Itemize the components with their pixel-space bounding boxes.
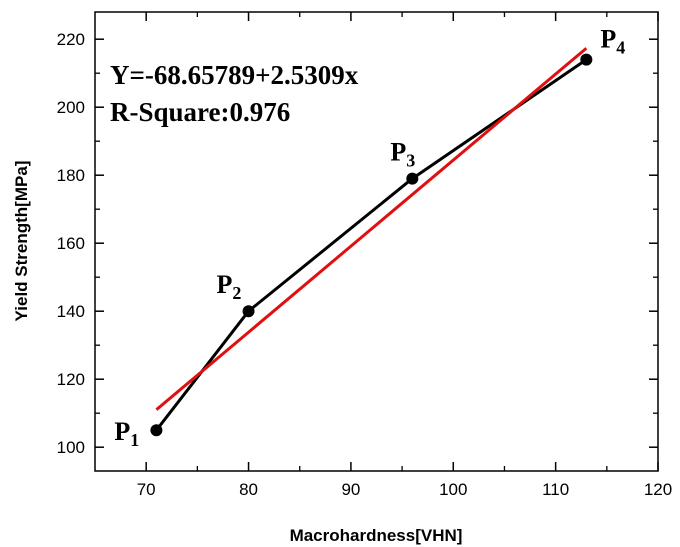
fit-line xyxy=(155,47,588,411)
x-axis-title: Macrohardness[VHN] xyxy=(290,526,463,545)
x-tick-label: 120 xyxy=(644,480,672,499)
y-tick-label: 160 xyxy=(57,234,85,253)
series-layer xyxy=(150,47,593,437)
point-label: P3 xyxy=(390,138,415,171)
y-tick-label: 200 xyxy=(57,98,85,117)
point-label: P2 xyxy=(217,270,242,303)
x-tick-label: 110 xyxy=(542,480,569,499)
data-point xyxy=(150,424,163,437)
y-tick-label: 140 xyxy=(57,302,85,321)
y-tick-label: 100 xyxy=(57,438,85,457)
point-label: P1 xyxy=(114,417,139,450)
x-tick-label: 70 xyxy=(137,480,156,499)
fit-equation: Y=-68.65789+2.5309x xyxy=(110,60,359,90)
x-tick-label: 90 xyxy=(341,480,360,499)
x-tick-label: 100 xyxy=(439,480,467,499)
y-tick-label: 180 xyxy=(57,166,85,185)
x-tick-label: 80 xyxy=(239,480,258,499)
y-axis-title: Yield Strength[MPa] xyxy=(12,161,31,322)
y-tick-label: 220 xyxy=(57,30,85,49)
data-point xyxy=(580,53,593,66)
y-tick-label: 120 xyxy=(57,370,85,389)
x-tick-labels: 70 80 90 100 110 120 xyxy=(137,480,672,499)
point-label: P4 xyxy=(600,25,625,58)
y-tick-labels: 100 120 140 160 180 200 220 xyxy=(57,30,85,457)
r-square: R-Square:0.976 xyxy=(110,97,290,127)
data-point xyxy=(242,305,255,318)
data-point xyxy=(406,172,419,185)
point-labels: P1 P2 P3 P4 xyxy=(114,25,625,451)
axis-ticks xyxy=(95,12,659,471)
plot-frame xyxy=(94,11,659,472)
